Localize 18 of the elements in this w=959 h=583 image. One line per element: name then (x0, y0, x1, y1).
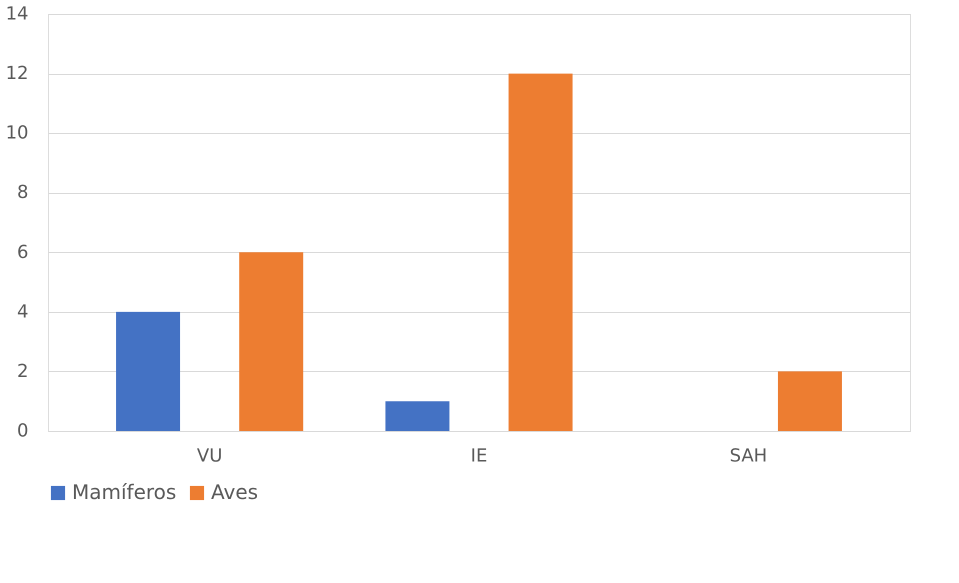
bar (508, 74, 573, 431)
legend-label: Mamíferos (72, 480, 176, 504)
bar (116, 312, 180, 431)
y-tick-label: 8 (17, 182, 28, 204)
y-tick-label: 10 (6, 122, 28, 144)
bar (239, 252, 304, 431)
y-tick-label: 14 (6, 4, 28, 24)
x-tick-label: SAH (730, 446, 768, 466)
y-tick-label: 4 (17, 301, 28, 322)
x-tick-label: VU (196, 446, 222, 466)
y-tick-label: 0 (17, 420, 28, 442)
bar (385, 401, 450, 431)
x-tick-label: IE (470, 446, 488, 466)
y-tick-label: 12 (6, 63, 28, 84)
y-tick-label: 6 (17, 242, 28, 263)
legend-label: Aves (211, 480, 258, 504)
y-tick-label: 2 (17, 360, 28, 382)
bar (778, 371, 842, 431)
